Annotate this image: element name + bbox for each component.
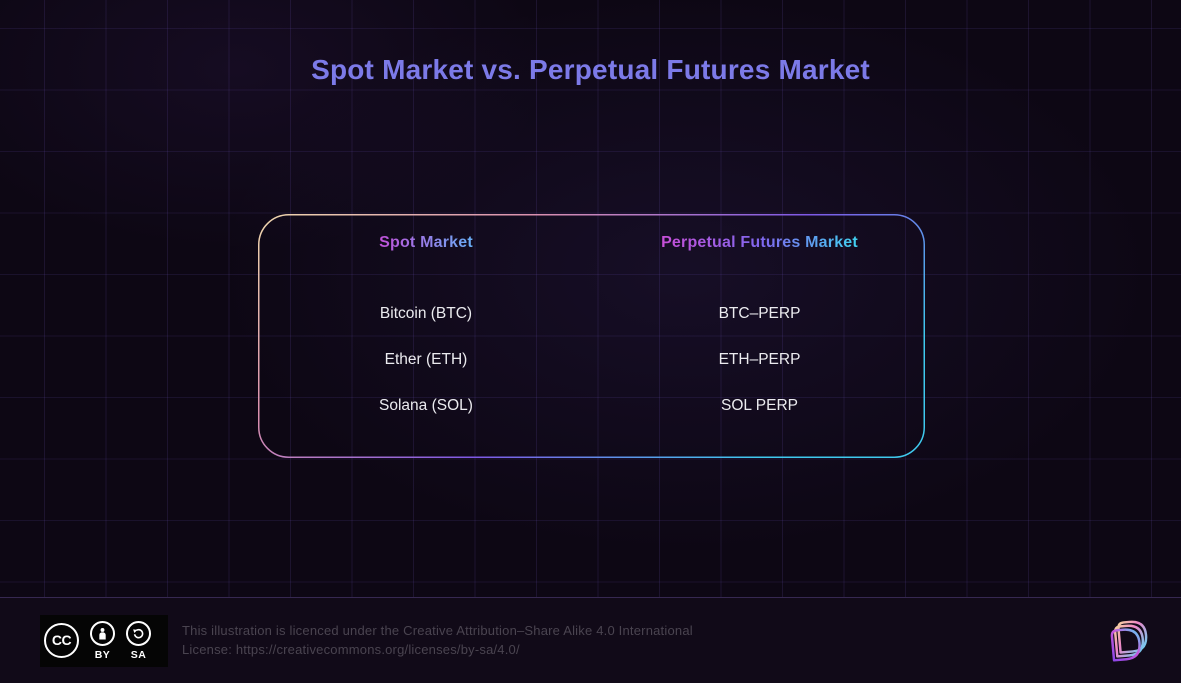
sa-label: SA [130,648,147,661]
page-title: Spot Market vs. Perpetual Futures Market [311,54,870,85]
cc-by-group: BY [90,620,115,661]
creative-commons-icon: CC [44,622,79,658]
column-header-spot-market: Spot Market [258,214,594,271]
brand-logo-isometric-d-icon [1103,616,1149,666]
table-cell-perp-sol: SOL PERP [721,397,798,414]
attribution-person-icon [90,620,115,646]
license-text: This illustration is licenced under the … [182,622,693,659]
column-header-perpetual-futures: Perpetual Futures Market [594,214,925,271]
license-line-1: This illustration is licenced under the … [182,623,693,638]
table-outline [258,214,925,458]
table-cell-perp-btc: BTC–PERP [718,305,801,322]
column-header-spot-market-label: Spot Market [379,233,473,251]
license-line-2: License: https://creativecommons.org/lic… [182,641,520,657]
table-cell-spot-solana: Solana (SOL) [379,397,473,414]
cc-license-badge: CC BY SA [40,614,168,667]
comparison-table: Spot Market Perpetual Futures Market Bit… [258,214,925,458]
share-alike-arrow-icon [126,620,151,646]
footer-bar: CC BY SA [0,597,1181,683]
table-cell-perp-eth: ETH–PERP [718,351,801,368]
cc-icon-label: CC [51,632,72,648]
cc-sa-group: SA [126,620,151,661]
table-border-frame [258,214,925,458]
column-header-perpetual-futures-label: Perpetual Futures Market [661,233,858,251]
by-label: BY [94,648,111,661]
table-cell-spot-ether: Ether (ETH) [384,351,468,368]
table-cell-spot-bitcoin: Bitcoin (BTC) [379,305,473,322]
